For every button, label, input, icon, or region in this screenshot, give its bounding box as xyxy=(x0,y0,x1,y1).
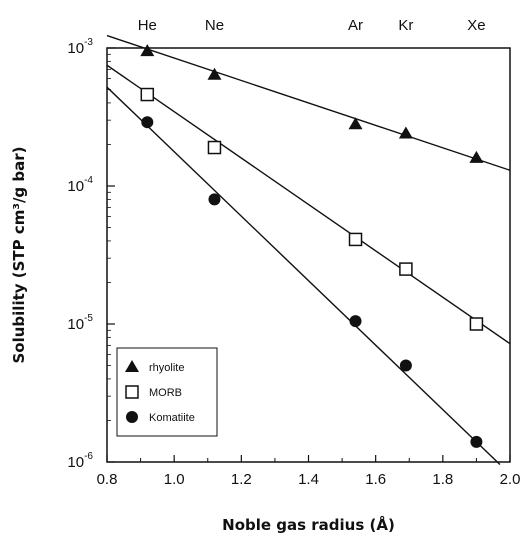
y-tick-base: 10 xyxy=(67,40,84,57)
element-label-he: He xyxy=(138,17,157,34)
rhyolite-point xyxy=(398,126,413,139)
legend-marker-morb xyxy=(125,385,139,399)
x-tick-label: 1.6 xyxy=(365,471,386,488)
y-axis-title: Solubility (STP cm³/g bar) xyxy=(10,146,28,363)
komatiite-point xyxy=(141,116,154,129)
x-tick-labels: 0.8 1.0 1.2 1.4 1.6 1.8 2.0 xyxy=(97,471,521,488)
legend-marker-komatiite xyxy=(126,411,138,423)
komatiite-point xyxy=(470,435,483,448)
komatiite-point xyxy=(399,359,412,372)
x-axis-title: Noble gas radius (Å) xyxy=(222,515,395,534)
element-labels: He Ne Ar Kr Xe xyxy=(138,17,486,34)
y-tick-base: 10 xyxy=(67,316,84,333)
rhyolite-fit-line xyxy=(106,34,511,171)
y-tick-label: 10-4 xyxy=(67,175,93,195)
rhyolite-point xyxy=(469,150,484,163)
morb-point xyxy=(348,232,363,247)
rhyolite-point xyxy=(140,44,155,57)
y-tick-exponent: -3 xyxy=(84,37,93,48)
y-tick-exponent: -4 xyxy=(84,175,93,186)
legend-label-rhyolite: rhyolite xyxy=(149,362,184,374)
y-tick-labels: 10-310-410-510-6 xyxy=(67,37,93,471)
morb-point xyxy=(399,262,413,276)
morb-point xyxy=(140,87,155,102)
y-tick-exponent: -5 xyxy=(84,313,93,324)
komatiite-fit-line xyxy=(106,86,501,465)
legend-marker-rhyolite xyxy=(125,360,139,372)
axis-ticks xyxy=(106,47,511,463)
y-tick-exponent: -6 xyxy=(84,451,93,462)
legend: rhyolite MORB Komatiite xyxy=(116,347,218,437)
morb-fit-line xyxy=(106,64,511,345)
x-tick-label: 1.4 xyxy=(298,471,319,488)
element-label-kr: Kr xyxy=(398,17,413,34)
morb-point xyxy=(207,140,222,155)
x-tick-label: 0.8 xyxy=(97,471,118,488)
y-tick-label: 10-6 xyxy=(67,451,93,471)
x-tick-label: 1.8 xyxy=(432,471,453,488)
komatiite-point xyxy=(349,315,362,328)
komatiite-point xyxy=(208,193,221,206)
y-tick-base: 10 xyxy=(67,454,84,471)
morb-point xyxy=(469,317,484,331)
y-tick-label: 10-3 xyxy=(67,37,93,57)
y-tick-base: 10 xyxy=(67,178,84,195)
x-tick-label: 1.2 xyxy=(231,471,252,488)
fit-lines xyxy=(106,34,511,465)
x-tick-label: 2.0 xyxy=(500,471,521,488)
y-tick-label: 10-5 xyxy=(67,313,93,333)
element-label-xe: Xe xyxy=(467,17,485,34)
legend-label-komatiite: Komatiite xyxy=(149,412,195,424)
x-tick-label: 1.0 xyxy=(164,471,185,488)
rhyolite-point xyxy=(207,67,222,80)
legend-label-morb: MORB xyxy=(149,387,182,399)
rhyolite-point xyxy=(348,117,363,130)
data-markers xyxy=(140,44,484,448)
element-label-ar: Ar xyxy=(348,17,363,34)
element-label-ne: Ne xyxy=(205,17,224,34)
